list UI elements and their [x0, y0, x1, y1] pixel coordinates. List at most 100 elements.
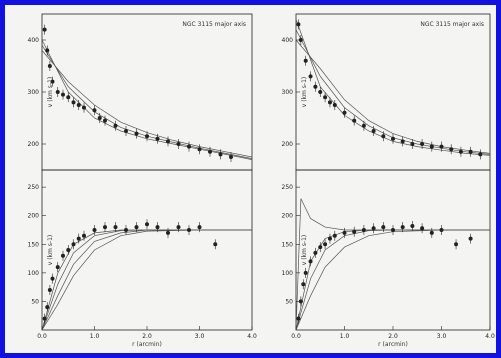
data-point — [449, 147, 454, 152]
x-tick-label: 1.0 — [340, 333, 350, 340]
data-point — [410, 142, 415, 146]
y-tick-label: 300 — [282, 89, 294, 96]
y-tick-label: 200 — [28, 141, 40, 148]
y-tick-label: 50 — [285, 298, 293, 305]
x-tick-label: 4.0 — [485, 333, 495, 340]
data-point — [45, 48, 50, 53]
data-point — [391, 136, 395, 141]
y-tick-label: 400 — [28, 37, 40, 44]
data-point — [391, 228, 395, 232]
data-point — [298, 299, 303, 304]
data-point — [155, 136, 160, 141]
panel-title: NGC 3115 major axis — [182, 21, 246, 28]
data-point — [208, 149, 212, 154]
data-point — [361, 123, 366, 128]
data-point — [420, 142, 425, 146]
data-point — [371, 129, 376, 133]
data-point — [103, 118, 107, 123]
x-tick-label: 4.0 — [247, 333, 257, 340]
data-point — [145, 134, 149, 139]
data-point — [323, 95, 328, 100]
y-tick-label: 200 — [28, 213, 40, 220]
data-point — [134, 131, 139, 136]
y-tick-label: 200 — [282, 141, 294, 148]
x-tick-label: 3.0 — [437, 333, 447, 340]
data-point — [45, 305, 50, 310]
data-point — [381, 225, 386, 230]
panel-left-bottom-frame — [41, 169, 253, 331]
data-point — [47, 64, 52, 68]
data-point — [187, 144, 191, 149]
data-point — [66, 248, 71, 252]
data-point — [66, 95, 71, 100]
data-point — [47, 288, 52, 292]
model-curve-right-top-2 — [295, 39, 491, 154]
data-point — [145, 222, 149, 227]
data-point — [352, 229, 357, 234]
y-axis-label: v (km s-1) — [301, 235, 308, 265]
data-point — [50, 276, 55, 281]
data-point — [318, 90, 323, 94]
data-point — [439, 228, 444, 232]
data-point — [361, 228, 366, 232]
data-point — [342, 230, 347, 235]
data-point — [113, 123, 118, 128]
data-point — [458, 149, 463, 154]
x-axis-label: r (arcmin) — [378, 341, 408, 348]
data-point — [371, 226, 376, 231]
model-curve-right-bottom-3 — [295, 229, 490, 331]
y-tick-label: 400 — [282, 37, 294, 44]
x-tick-label: 2.0 — [388, 333, 398, 340]
data-point — [76, 103, 81, 107]
data-point — [303, 58, 308, 63]
x-tick-label: 2.0 — [142, 333, 152, 340]
data-point — [296, 316, 301, 321]
data-point — [124, 129, 128, 133]
data-point — [303, 270, 308, 275]
data-point — [76, 236, 81, 241]
data-point — [124, 228, 128, 232]
data-point — [218, 152, 223, 157]
y-tick-label: 250 — [282, 184, 294, 191]
data-point — [301, 282, 306, 287]
data-point — [42, 316, 47, 321]
y-tick-label: 200 — [282, 213, 294, 220]
data-point — [92, 228, 97, 232]
data-point — [187, 228, 191, 232]
data-point — [468, 236, 473, 241]
model-curve-right-bottom-0 — [295, 198, 490, 331]
data-point — [176, 142, 181, 146]
panel-title: NGC 3115 major axis — [420, 21, 484, 28]
data-point — [296, 22, 301, 27]
data-point — [113, 225, 118, 230]
y-tick-label: 100 — [282, 270, 294, 277]
data-point — [61, 92, 65, 97]
data-point — [400, 139, 405, 144]
data-point — [429, 144, 434, 149]
data-point — [439, 144, 444, 149]
data-point — [327, 100, 332, 105]
data-point — [155, 225, 160, 230]
x-axis-label: r (arcmin) — [132, 341, 162, 348]
data-point — [454, 242, 459, 247]
y-tick-label: 300 — [28, 89, 40, 96]
data-point — [468, 149, 473, 154]
data-point — [92, 108, 97, 113]
data-point — [332, 103, 337, 107]
data-point — [313, 84, 318, 89]
y-tick-label: 150 — [282, 241, 294, 248]
data-point — [298, 38, 303, 42]
data-point — [342, 110, 347, 115]
data-point — [478, 152, 483, 157]
data-point — [229, 155, 233, 159]
data-point — [410, 224, 415, 228]
x-tick-label: 0.0 — [291, 333, 301, 340]
data-point — [313, 250, 318, 255]
x-tick-label: 1.0 — [90, 333, 100, 340]
data-point — [400, 225, 405, 230]
data-point — [352, 118, 357, 123]
data-point — [323, 242, 328, 247]
y-axis-label: v (km s-1) — [47, 77, 54, 107]
